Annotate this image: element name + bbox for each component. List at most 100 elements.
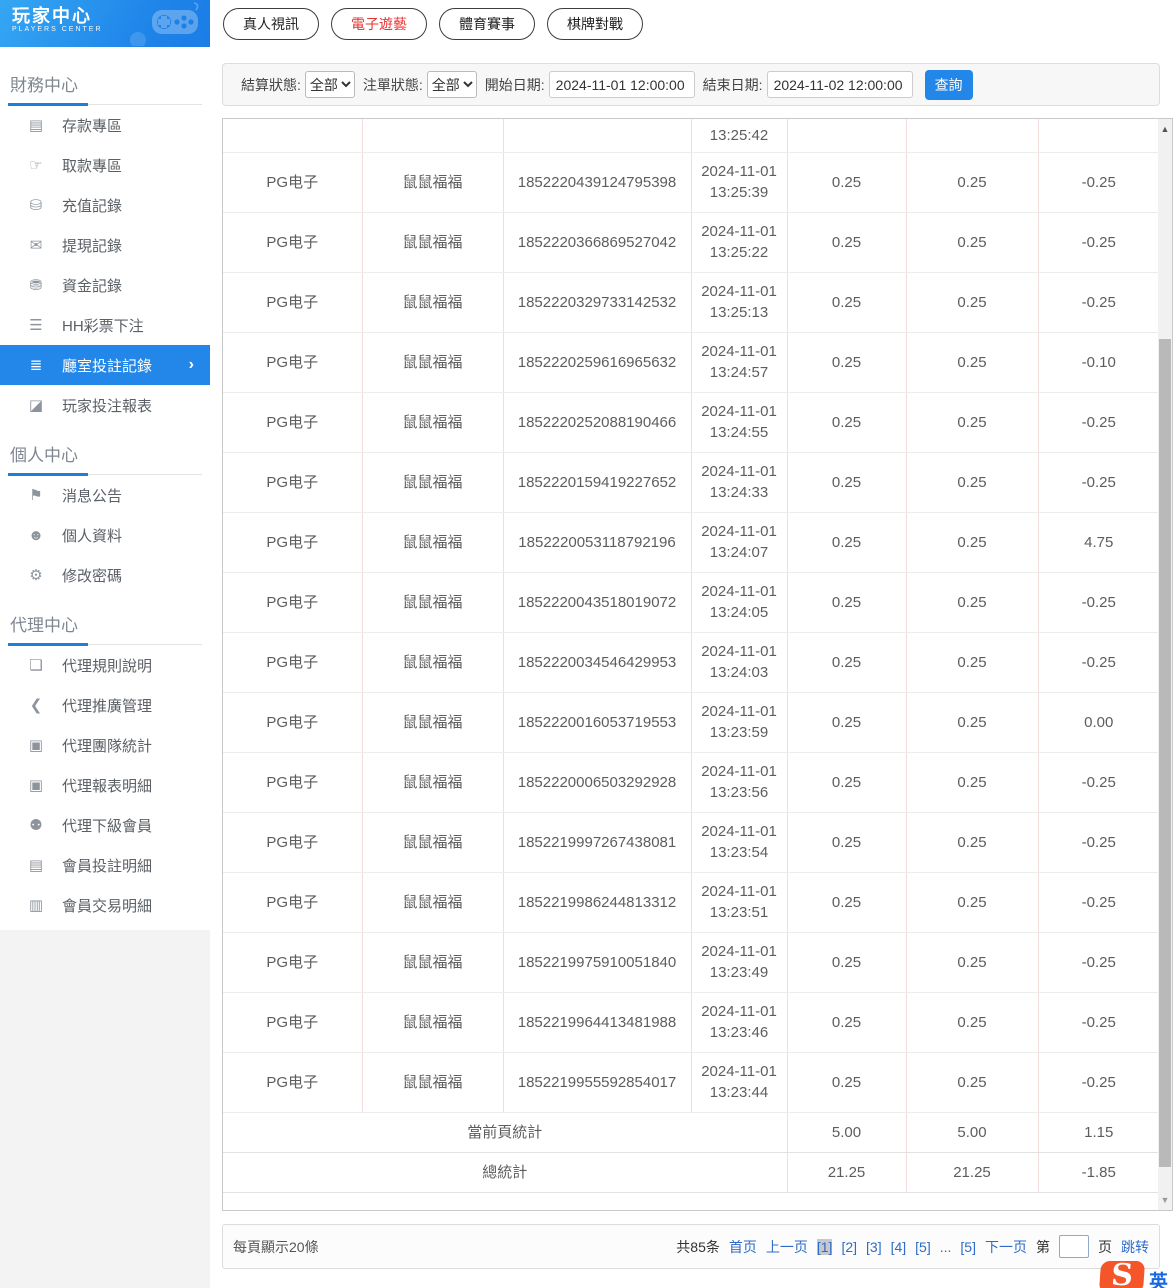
table-row: PG电子 鼠鼠福福 1852220016053719553 2024-11-01 13… [223, 692, 1159, 753]
sidebar-item-agent-members-people[interactable]: ⚉ 代理下級會員 [0, 805, 210, 845]
sidebar-item-deposit-card[interactable]: ▤ 存款專區 [0, 105, 210, 145]
sidebar-item-profile-person[interactable]: ☻ 個人資料 [0, 515, 210, 555]
order-status-select[interactable]: 全部 [426, 71, 477, 98]
app-title: 玩家中心 [12, 6, 92, 26]
tab-棋牌對戰[interactable]: 棋牌對戰 [547, 7, 643, 40]
cell-bet-amount: 0.25 [787, 212, 907, 273]
sidebar-item-withdraw-hand[interactable]: ☞ 取款專區 [0, 145, 210, 185]
sidebar-item-report-chart[interactable]: ◪ 玩家投注報表 [0, 385, 210, 425]
tab-體育賽事[interactable]: 體育賽事 [439, 7, 535, 40]
sidebar-item-label: 會員交易明細 [62, 897, 153, 915]
sidebar-item-member-bets-clipboard[interactable]: ▤ 會員投註明細 [0, 845, 210, 885]
gamepad-icon [130, 2, 199, 46]
cell-order-id: 1852220043518019072 [503, 572, 692, 633]
sidebar-item-lottery-list[interactable]: ☰ HH彩票下注 [0, 305, 210, 345]
cell-game-name: 鼠鼠福福 [362, 1052, 504, 1113]
sidebar-item-label: 代理推廣管理 [62, 697, 153, 715]
cell-platform: PG电子 [223, 872, 363, 933]
cell-profit: -0.25 [1038, 812, 1159, 873]
cell-order-id: 1852220034546429953 [503, 632, 692, 693]
sidebar-item-funds-moneybag[interactable]: ⛃ 資金記錄 [0, 265, 210, 305]
cell-platform: PG电子 [223, 572, 363, 633]
pagination-bar: 每頁顯示20條 共85条 首页 上一页 [1] [2] [3] [4] [5]... [5… [222, 1224, 1160, 1269]
total-count: 共85条 [676, 1238, 720, 1255]
scrollbar-down-arrow[interactable]: ▼ [1160, 1195, 1170, 1205]
settle-status-select[interactable]: 全部 [304, 71, 355, 98]
page-link-4[interactable]: [4] [890, 1238, 907, 1255]
tab-電子遊藝[interactable]: 電子遊藝 [331, 7, 427, 40]
nav-section-title: 財務中心 [8, 65, 202, 106]
agent-team-card-icon: ▣ [28, 737, 44, 754]
table-row: PG电子 鼠鼠福福 1852219997267438081 2024-11-01 13… [223, 812, 1159, 873]
scrollbar-thumb[interactable] [1159, 339, 1171, 1167]
sidebar-item-label: 代理報表明細 [62, 777, 153, 795]
cell-valid-bet: 0.25 [906, 932, 1039, 993]
jump-page-input[interactable] [1059, 1235, 1089, 1258]
page-link-5[interactable]: [5] [960, 1238, 976, 1255]
sidebar-item-agent-team-card[interactable]: ▣ 代理團隊統計 [0, 725, 210, 765]
nav-section-title: 個人中心 [8, 435, 202, 476]
sidebar-item-announcement-bell[interactable]: ⚑ 消息公告 [0, 475, 210, 515]
main-content: 真人視訊 電子遊藝 體育賽事 棋牌對戰 結算狀態: 全部 注單狀態: 全部 開始日期:… [210, 0, 1173, 1288]
sidebar-item-member-transactions-clipboard[interactable]: ▥ 會員交易明細 [0, 885, 210, 925]
end-date-input[interactable] [766, 71, 913, 98]
funds-moneybag-icon: ⛃ [29, 277, 43, 294]
summary-bet-total: 5.00 [787, 1112, 907, 1153]
cell-profit: 0.00 [1038, 692, 1159, 753]
table-row: PG电子 鼠鼠福福 1852219955592854017 2024-11-01 13… [223, 1052, 1159, 1113]
sidebar-item-password-gear[interactable]: ⚙ 修改密碼 [0, 555, 210, 595]
cell-profit: -0.25 [1038, 872, 1159, 933]
cell-profit: 4.75 [1038, 512, 1159, 573]
sidebar-item-label: 資金記錄 [62, 277, 123, 295]
sidebar-item-room-bets-list[interactable]: ≣ 廳室投註記錄 › [0, 345, 210, 385]
cell-game-name: 鼠鼠福福 [362, 272, 504, 333]
bets-table-panel: 13:25:42 PG电子 鼠鼠福福 1852220439124795398 2024-… [222, 118, 1173, 1211]
cell-bet-amount: 0.25 [787, 812, 907, 873]
search-button[interactable]: 查詢 [924, 69, 973, 100]
sogou-ime-icon[interactable]: S [1098, 1258, 1146, 1288]
sidebar-item-label: 存款專區 [62, 117, 123, 135]
cell-order-id: 1852220329733142532 [503, 272, 692, 333]
cell-profit: -0.25 [1038, 572, 1159, 633]
cell-platform: PG电子 [223, 692, 363, 753]
tab-真人視訊[interactable]: 真人視訊 [223, 7, 319, 40]
page-link-3[interactable]: [3] [866, 1238, 882, 1255]
sidebar-item-withdrawal-envelope[interactable]: ✉ 提現記錄 [0, 225, 210, 265]
summary-label: 當前頁統計 [223, 1112, 788, 1153]
pagination-controls: 共85条 首页 上一页 [1] [2] [3] [4] [5]... [5] 下一页 第 … [676, 1235, 1149, 1258]
start-date-input[interactable] [548, 71, 695, 98]
page-link-2[interactable]: [2] [841, 1238, 858, 1255]
sidebar-item-label: 充值記錄 [62, 197, 123, 215]
cell-valid-bet: 0.25 [906, 332, 1039, 393]
room-bets-list-icon: ≣ [29, 357, 43, 374]
cell-game-name: 鼠鼠福福 [362, 812, 504, 873]
first-page-link[interactable]: 首页 [728, 1238, 757, 1255]
sidebar-nav: 財務中心 ▤ 存款專區 ☞ 取款專區 ⛁ 充值記錄 ✉ 提現記錄 ⛃ 資金記錄 ☰ HH彩票下注 ≣ 廳室投… [0, 47, 210, 925]
cell-profit: -0.25 [1038, 1052, 1159, 1113]
settle-status-label: 結算狀態: [241, 76, 301, 93]
cell-bet-amount: 0.25 [787, 752, 907, 813]
ime-language-label[interactable]: 英 [1148, 1272, 1168, 1288]
sidebar-item-label: 取款專區 [62, 157, 123, 175]
page-link-1[interactable]: [1] [816, 1238, 833, 1255]
sidebar-item-recharge-moneybag[interactable]: ⛁ 充值記錄 [0, 185, 210, 225]
cell-bet-amount: 0.25 [787, 872, 907, 933]
jump-button[interactable]: 跳转 [1121, 1238, 1149, 1255]
sidebar-item-agent-report-card[interactable]: ▣ 代理報表明細 [0, 765, 210, 805]
scrollbar-up-arrow[interactable]: ▲ [1160, 124, 1170, 134]
table-row: PG电子 鼠鼠福福 1852219964413481988 2024-11-01 13… [223, 992, 1159, 1053]
next-page-link[interactable]: 下一页 [985, 1238, 1027, 1255]
sidebar-item-label: 消息公告 [62, 487, 123, 505]
prev-page-link[interactable]: 上一页 [765, 1238, 808, 1255]
page-link-5[interactable]: [5] [915, 1238, 931, 1255]
cell-platform: PG电子 [223, 452, 363, 513]
page-ellipsis[interactable]: ... [939, 1238, 952, 1255]
cell-game-name: 鼠鼠福福 [362, 932, 504, 993]
summary-profit-total: 1.15 [1038, 1112, 1159, 1153]
cell-platform: PG电子 [223, 152, 363, 213]
end-date-label: 結束日期: [702, 76, 763, 93]
sidebar-item-agent-rules-document[interactable]: ❏ 代理規則說明 [0, 645, 210, 685]
sidebar-item-agent-promotion-share[interactable]: ❮ 代理推廣管理 [0, 685, 210, 725]
cell-valid-bet: 0.25 [906, 1052, 1039, 1113]
table-scrollbar[interactable]: ▲ ▼ [1158, 119, 1172, 1210]
